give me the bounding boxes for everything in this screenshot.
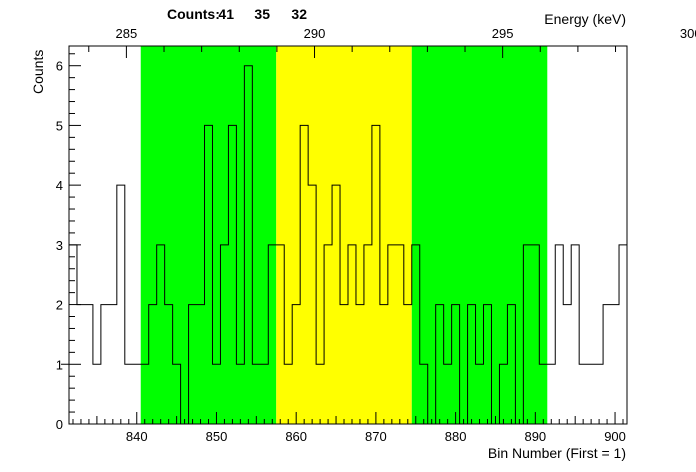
y-tick-label: 3 xyxy=(56,238,63,253)
top-energy-axis: 285290295300305 xyxy=(88,26,696,58)
plot-frame xyxy=(68,45,628,425)
region-peak xyxy=(276,46,412,424)
region-left-background xyxy=(140,46,277,424)
y-tick-label: 1 xyxy=(56,357,63,372)
energy-tick-label: 300 xyxy=(680,26,696,41)
x-tick-label: 890 xyxy=(524,429,546,444)
counts-label: Counts: xyxy=(167,6,220,22)
bottom-axis: 840 850 860 870 880 890 900 xyxy=(72,412,626,444)
x-tick-label: 850 xyxy=(206,429,228,444)
x-tick-label: 870 xyxy=(365,429,387,444)
count-region-3: 32 xyxy=(291,6,307,22)
x-tick-label: 880 xyxy=(445,429,467,444)
x-tick-label: 860 xyxy=(285,429,307,444)
y-tick-label: 5 xyxy=(56,118,63,133)
left-axis: 0 1 2 3 4 5 6 xyxy=(56,53,81,432)
count-region-1: 41 xyxy=(218,6,234,22)
count-region-2: 35 xyxy=(254,6,270,22)
region-right-background xyxy=(411,46,548,424)
energy-tick-label: 285 xyxy=(116,26,138,41)
x-axis-title: Bin Number (First = 1) xyxy=(488,445,626,461)
energy-tick-label: 290 xyxy=(304,26,326,41)
y-tick-label: 4 xyxy=(56,178,63,193)
y-axis-title: Counts xyxy=(30,50,46,94)
y-tick-label: 2 xyxy=(56,298,63,313)
x-tick-label: 900 xyxy=(604,429,626,444)
energy-tick-label: 295 xyxy=(492,26,514,41)
y-tick-label: 0 xyxy=(56,417,63,432)
x-tick-label: 840 xyxy=(126,429,148,444)
energy-axis-title: Energy (keV) xyxy=(544,11,626,27)
shaded-regions xyxy=(140,46,548,424)
y-tick-label: 6 xyxy=(56,59,63,74)
